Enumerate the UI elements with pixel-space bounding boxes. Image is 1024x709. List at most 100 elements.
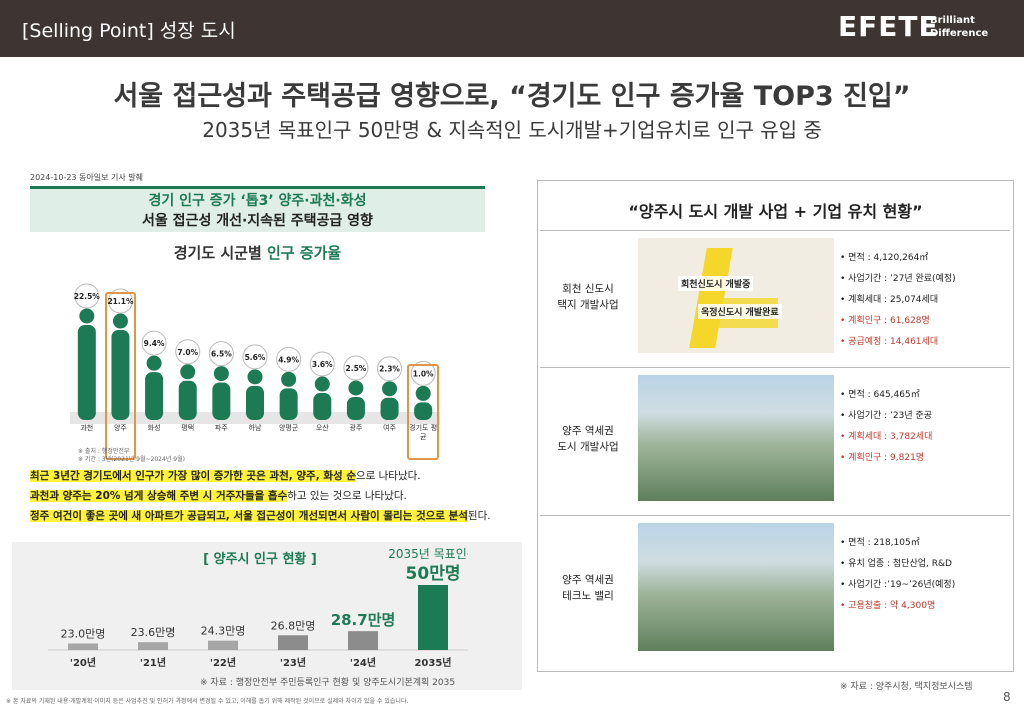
row-name-line: 양주 역세권 bbox=[562, 574, 614, 586]
person-head bbox=[314, 376, 330, 392]
person-body bbox=[212, 382, 231, 420]
value-bubble bbox=[107, 288, 133, 314]
row-name-line: 회천 신도시 bbox=[562, 282, 614, 295]
value-bubble bbox=[377, 356, 403, 382]
value-bubble bbox=[276, 346, 302, 372]
person-head bbox=[180, 364, 196, 380]
value-bubble bbox=[410, 360, 436, 386]
value-label: 5.6% bbox=[245, 353, 266, 362]
value-label: 50만명 bbox=[406, 564, 461, 584]
category-label: 화성 bbox=[147, 424, 161, 432]
section-title: [Selling Point] 성장 도시 bbox=[22, 20, 236, 42]
bullet-item: 사업기간 : ’23년 준공 bbox=[840, 406, 1010, 427]
value-label: 23.0만명 bbox=[61, 628, 106, 641]
x-tick-label: '22년 bbox=[210, 656, 236, 669]
bullet-item: 공급예정 : 14,461세대 bbox=[840, 332, 1010, 353]
projects-source: ※ 자료 : 양주시청, 택지정보시스템 bbox=[840, 682, 973, 692]
person-head bbox=[79, 308, 95, 324]
person-body bbox=[346, 397, 365, 420]
value-bubble bbox=[309, 351, 335, 377]
value-label: 2.3% bbox=[379, 365, 400, 374]
row-name-line: 테크노 밸리 bbox=[562, 590, 614, 602]
category-label: 양주 bbox=[113, 424, 127, 432]
person-body bbox=[313, 393, 332, 420]
logo-tagline: Difference bbox=[930, 28, 989, 39]
paragraph-line: 과천과 양주는 20% 넘게 상승해 주변 시 거주자들을 흡수하고 있는 것으… bbox=[30, 486, 500, 506]
map-label: 회천신도시 개발중 bbox=[678, 276, 754, 291]
bar bbox=[208, 640, 238, 650]
aerial-image bbox=[638, 523, 834, 651]
headline: 경기 인구 증가 ‘톱3’ 양주·과천·화성 bbox=[148, 193, 367, 209]
bullet-list: 면적 : 4,120,264㎡사업기간 : ’27년 완료(예정)계획세대 : … bbox=[840, 248, 1010, 353]
person-head bbox=[382, 381, 398, 397]
value-label: 21.1% bbox=[107, 297, 134, 306]
value-label: 26.8만명 bbox=[271, 619, 316, 632]
population-chart: 23.0만명 '20년 23.6만명 '21년 24.3만명 '22년 26.8만명 '23년… bbox=[48, 540, 468, 675]
person-head bbox=[247, 369, 263, 385]
person-body bbox=[77, 325, 96, 420]
category-label: 광주 bbox=[349, 424, 363, 432]
person-body bbox=[178, 380, 197, 420]
bullet-item: 계획세대 : 3,782세대 bbox=[840, 427, 1010, 448]
highlight-frame bbox=[407, 364, 439, 460]
logo-tagline: Brilliant bbox=[930, 15, 975, 26]
value-label: 23.6만명 bbox=[131, 626, 176, 639]
x-tick-label: 2035년 bbox=[414, 656, 451, 669]
annotation: 2035년 목표인구 bbox=[388, 547, 468, 561]
footnote: ※ 본 자료의 기재된 내용·개발계획·이미지 등은 사업추진 및 인허가 과정… bbox=[6, 698, 409, 705]
headline-box bbox=[30, 186, 485, 232]
bar bbox=[68, 643, 98, 650]
person-head bbox=[415, 385, 431, 401]
person-head bbox=[146, 355, 162, 371]
value-label: 1.0% bbox=[413, 369, 434, 378]
article-source: 2024-10-23 동아일보 기사 발췌 bbox=[30, 173, 144, 182]
bullet-item: 계획세대 : 25,074세대 bbox=[840, 290, 1010, 311]
person-head bbox=[112, 313, 128, 329]
value-bubble bbox=[141, 330, 167, 356]
highlight-text: 과천과 양주는 20% 넘게 상승해 주변 시 거주자들을 흡수 bbox=[30, 490, 288, 502]
value-label: 24.3만명 bbox=[201, 625, 246, 638]
row-name-line: 택지 개발사업 bbox=[557, 298, 619, 311]
x-tick-label: '24년 bbox=[350, 656, 376, 669]
row-name-line: 도시 개발사업 bbox=[557, 441, 619, 453]
value-bubble bbox=[208, 341, 234, 367]
value-label: 28.7만명 bbox=[331, 611, 396, 629]
row-name: 양주 역세권 도시 개발사업 bbox=[540, 423, 636, 455]
x-tick-label: '23년 bbox=[280, 656, 306, 669]
category-label: 오산 bbox=[315, 424, 329, 432]
category-label: 경기도 평균 bbox=[409, 424, 438, 441]
bar bbox=[348, 631, 378, 650]
person-head bbox=[213, 366, 229, 382]
logo: EFETE bbox=[838, 10, 939, 43]
bullet-item: 유치 업종 : 첨단산업, R&D bbox=[840, 554, 1010, 575]
category-label: 평택 bbox=[181, 424, 195, 432]
site-map: 회천신도시 개발중 옥정신도시 개발완료 bbox=[638, 238, 834, 353]
value-label: 2.5% bbox=[346, 364, 367, 373]
text: 된다. bbox=[467, 510, 491, 522]
note: ※ 기간 : 3년(2021년 9월~2024년 9월) bbox=[78, 456, 185, 463]
bullet-item: 면적 : 218,105㎡ bbox=[840, 533, 1010, 554]
value-label: 6.5% bbox=[211, 350, 232, 359]
text: 하고 있는 것으로 나타났다. bbox=[287, 490, 407, 502]
person-body bbox=[246, 385, 264, 420]
value-bubble bbox=[343, 355, 369, 381]
value-label: 3.6% bbox=[312, 360, 333, 369]
highlight-text: 최근 3년간 경기도에서 인구가 가장 많이 증가한 곳은 과천, 양주, 화성… bbox=[30, 470, 356, 482]
value-bubble bbox=[74, 283, 100, 309]
bullet-item: 면적 : 645,465㎡ bbox=[840, 385, 1010, 406]
category-label: 여주 bbox=[383, 424, 396, 432]
headline: 서울 접근성 개선·지속된 주택공급 영향 bbox=[142, 213, 373, 229]
text: 으로 나타났다. bbox=[355, 470, 421, 482]
bullet-item: 고용창출 : 약 4,300명 bbox=[840, 596, 1010, 617]
person-body bbox=[414, 402, 433, 420]
person-head bbox=[281, 371, 297, 387]
category-label: 하남 bbox=[248, 424, 262, 432]
value-label: 22.5% bbox=[74, 292, 101, 301]
paragraph-line: 최근 3년간 경기도에서 인구가 가장 많이 증가한 곳은 과천, 양주, 화성… bbox=[30, 466, 500, 486]
paragraph-line: 정주 여건이 좋은 곳에 새 아파트가 공급되고, 서울 접근성이 개선되면서 … bbox=[30, 506, 500, 526]
value-label: 7.0% bbox=[177, 348, 198, 357]
person-head bbox=[348, 380, 364, 396]
category-label: 파주 bbox=[214, 424, 228, 432]
